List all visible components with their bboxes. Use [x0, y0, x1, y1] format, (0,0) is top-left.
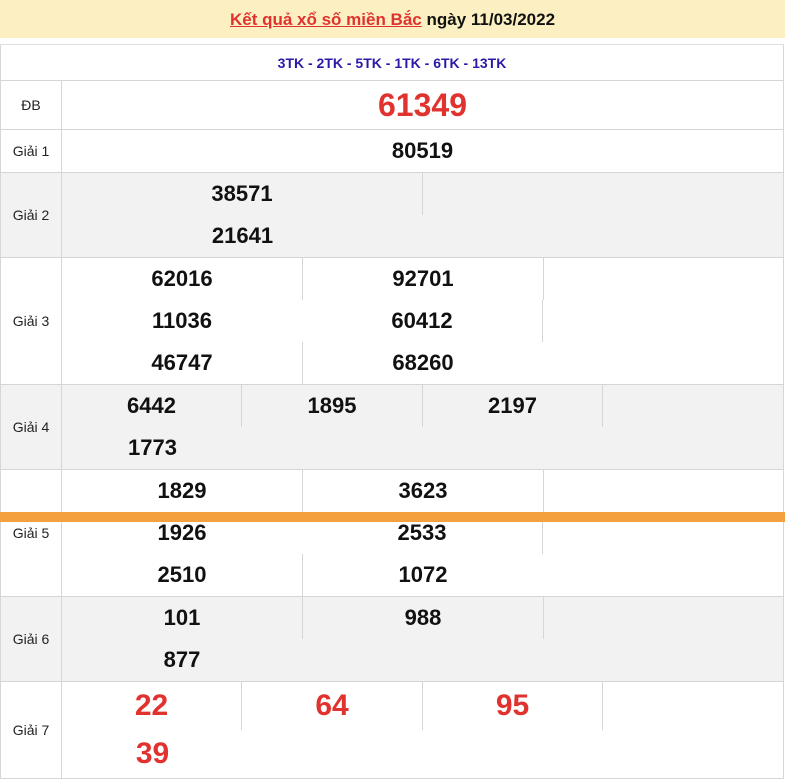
- prize-label: ĐB: [1, 81, 62, 129]
- prize-row-g5: Giải 5 1829 3623 1926 2533 2510 1072: [0, 470, 784, 597]
- special-codes: 3TK - 2TK - 5TK - 1TK - 6TK - 13TK: [0, 45, 784, 81]
- prize-number: 22: [62, 682, 242, 730]
- prize-number: 39: [135, 737, 170, 770]
- prize-number: 1829: [62, 470, 303, 512]
- prize-row-g6: Giải 6 101 988 877: [0, 597, 784, 682]
- results-table: 3TK - 2TK - 5TK - 1TK - 6TK - 13TK ĐB 613…: [0, 44, 784, 779]
- prize-label: Giải 4: [1, 385, 62, 469]
- prize-row-g2: Giải 2 38571 21641: [0, 173, 784, 258]
- prize-number: 21641: [211, 223, 274, 248]
- prize-number: 46747: [62, 342, 303, 384]
- prize-number: 877: [163, 647, 201, 672]
- prize-number: 1895: [242, 385, 423, 427]
- prize-label: Giải 5: [1, 470, 62, 596]
- prize-number: 60412: [302, 300, 543, 342]
- prize-number: 62016: [62, 258, 303, 300]
- prize-number: 988: [303, 597, 544, 639]
- prize-label: Giải 3: [1, 258, 62, 384]
- prize-number: 1072: [398, 562, 448, 587]
- prize-number: 95: [423, 682, 603, 730]
- prize-number: 11036: [152, 308, 212, 333]
- prize-number: 61349: [378, 86, 467, 123]
- footer-bar: [0, 512, 785, 522]
- prize-number: 2510: [62, 554, 303, 596]
- prize-number: 80519: [391, 138, 454, 163]
- prize-number: 2197: [423, 385, 603, 427]
- prize-number: 3623: [303, 470, 544, 512]
- prize-number: 64: [242, 682, 423, 730]
- prize-label: Giải 1: [1, 130, 62, 172]
- prize-label: Giải 7: [1, 682, 62, 778]
- prize-label: Giải 6: [1, 597, 62, 681]
- results-header: Kết quả xổ số miền Bắc ngày 11/03/2022: [0, 0, 785, 38]
- prize-row-g1: Giải 1 80519: [0, 130, 784, 173]
- prize-row-g4: Giải 4 6442 1895 2197 1773: [0, 385, 784, 470]
- prize-number: 38571: [62, 173, 423, 215]
- prize-number: 68260: [392, 350, 454, 375]
- results-date: ngày 11/03/2022: [426, 10, 556, 29]
- prize-number: 101: [62, 597, 303, 639]
- prize-row-g3: Giải 3 62016 92701 11036 60412 46747 68260: [0, 258, 784, 385]
- prize-number: 6442: [62, 385, 242, 427]
- prize-number: 1773: [128, 435, 177, 460]
- prize-number: 92701: [303, 258, 544, 300]
- prize-row-g7: Giải 7 22 64 95 39: [0, 682, 784, 779]
- results-title-link[interactable]: Kết quả xổ số miền Bắc: [229, 10, 422, 29]
- prize-label: Giải 2: [1, 173, 62, 257]
- prize-row-db: ĐB 61349: [0, 81, 784, 130]
